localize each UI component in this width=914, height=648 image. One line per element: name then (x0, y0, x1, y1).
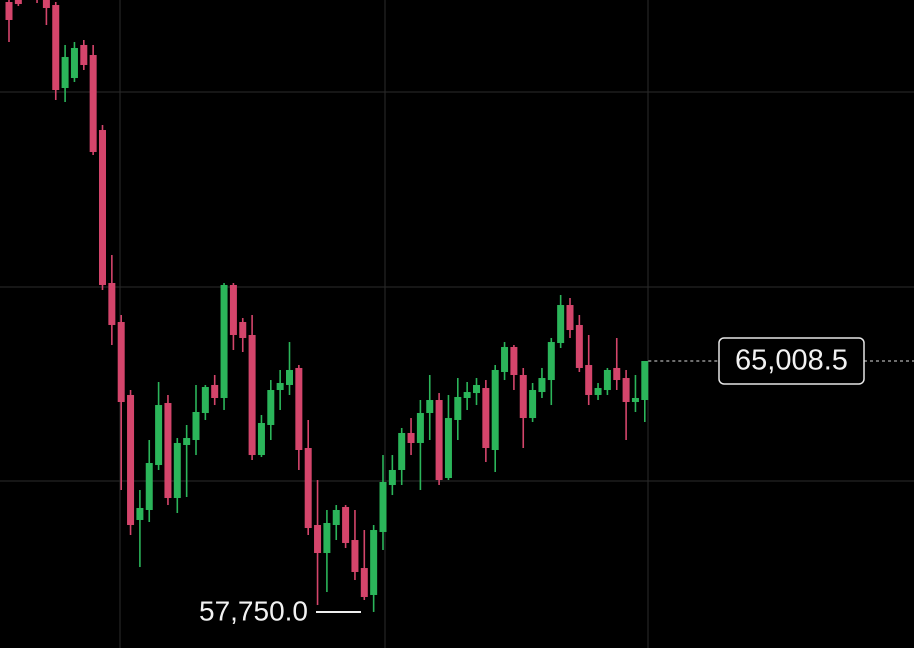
candle-body (155, 405, 163, 466)
candle-body (332, 509, 340, 526)
candle-body (473, 384, 480, 394)
candle-body (603, 369, 611, 391)
candle-body (370, 530, 378, 595)
candle-body (80, 44, 88, 66)
candle-body (70, 47, 78, 79)
candle-body (248, 334, 256, 456)
candle-body (557, 305, 565, 344)
candle-body (183, 438, 191, 445)
candle-body (295, 367, 303, 451)
candle-body (229, 284, 237, 335)
candle-body (136, 507, 144, 520)
candle-body (454, 396, 462, 420)
candle-body (388, 469, 396, 485)
candle-body (99, 130, 106, 285)
candle-body (398, 432, 406, 470)
candle-body (173, 442, 181, 498)
candle-body (61, 56, 69, 89)
candle-body (267, 390, 275, 426)
candle-body (220, 284, 228, 398)
candle-body (491, 369, 499, 451)
candle-body (108, 282, 116, 326)
candle-body (379, 481, 387, 532)
candle-body (529, 390, 537, 419)
candle-body (52, 5, 60, 91)
low-marker-label: 57,750.0 (199, 595, 308, 626)
candle-body (239, 321, 247, 339)
candle-body (566, 305, 574, 331)
candle-body (613, 367, 621, 381)
candle-body (426, 400, 434, 414)
candle-body (585, 365, 593, 395)
candle-body (323, 522, 331, 554)
candle-body (575, 325, 583, 368)
candle-body (360, 568, 368, 597)
candle-body (117, 321, 125, 403)
candle-body (416, 413, 424, 443)
candle-body (519, 375, 527, 419)
candle-body (286, 369, 293, 385)
candle-body (641, 360, 649, 401)
candle-body (482, 388, 490, 448)
candle-body (127, 394, 135, 526)
candle-body (435, 400, 443, 481)
candle-body (14, 0, 22, 5)
candle-body (201, 387, 209, 414)
candle-body (276, 382, 284, 391)
candle-body (145, 463, 153, 510)
candle-body (538, 378, 546, 393)
candle-body (5, 2, 13, 20)
candle-body (510, 346, 518, 376)
candle-body (622, 378, 630, 403)
last-price-label: 65,008.5 (735, 345, 848, 377)
candle-body (501, 346, 509, 372)
candle-body (631, 397, 639, 403)
candle-body (463, 392, 471, 398)
candle-body (444, 418, 452, 479)
candle-body (257, 422, 265, 456)
candle-body (351, 540, 359, 572)
candle-body (42, 0, 50, 8)
candle-body (89, 55, 97, 153)
candle-body (407, 432, 415, 443)
candle-body (594, 388, 602, 395)
price-labels: 65,008.5 57,750.0 (199, 337, 914, 626)
last-price-box (718, 337, 865, 385)
candle-body (314, 525, 322, 554)
candle-body (211, 384, 219, 398)
candle-body (304, 447, 312, 529)
candle-body (342, 506, 350, 543)
candle-body (192, 412, 200, 441)
candle-body (164, 403, 172, 498)
candles (5, 0, 649, 612)
candle-body (547, 342, 555, 381)
